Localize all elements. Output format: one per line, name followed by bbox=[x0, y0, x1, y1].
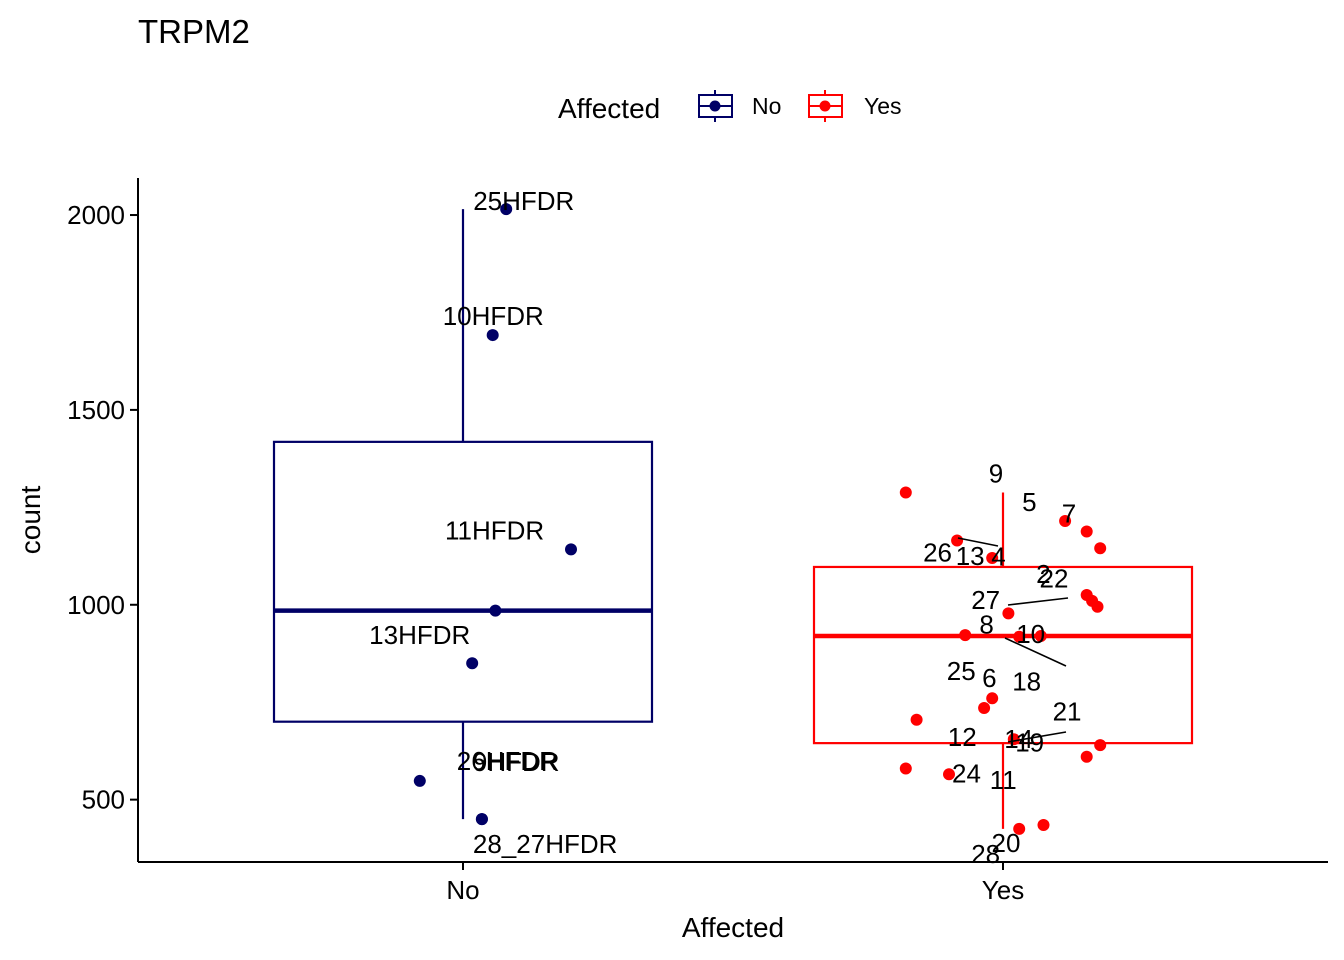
point-label: 21 bbox=[1053, 697, 1082, 727]
y-tick-label: 1500 bbox=[67, 395, 125, 425]
point-label: 11HFDR bbox=[445, 515, 544, 545]
data-point bbox=[1034, 629, 1047, 642]
label-leader-line bbox=[1007, 731, 1067, 743]
data-point bbox=[986, 552, 999, 564]
legend-title: Affected bbox=[558, 93, 660, 124]
y-tick-label: 500 bbox=[82, 785, 125, 815]
data-point bbox=[1013, 822, 1026, 835]
y-tick-label: 2000 bbox=[67, 200, 125, 230]
point-label: 26HFDR bbox=[457, 746, 558, 776]
legend-label: Yes bbox=[864, 93, 902, 119]
chart-title: TRPM2 bbox=[138, 13, 250, 50]
data-point bbox=[1080, 750, 1093, 763]
data-point bbox=[943, 768, 955, 781]
label-leader-line bbox=[1004, 637, 1067, 667]
point-label: 2 bbox=[1036, 559, 1050, 589]
box-iqr bbox=[272, 440, 654, 723]
label-leader-line bbox=[1007, 597, 1069, 606]
x-tick-label: Yes bbox=[982, 875, 1024, 905]
point-label: 10 bbox=[1016, 619, 1045, 649]
label-leader-line bbox=[957, 537, 999, 547]
data-point bbox=[500, 203, 513, 216]
point-label: 22 bbox=[1040, 564, 1069, 594]
data-point bbox=[1094, 739, 1107, 752]
point-label: 18 bbox=[1012, 667, 1041, 697]
point-label: 8 bbox=[979, 609, 993, 639]
data-point bbox=[899, 486, 912, 499]
data-point bbox=[978, 702, 991, 715]
point-label: 28_27HFDR bbox=[473, 829, 618, 859]
point-label: 25HFDR bbox=[473, 186, 574, 216]
point-label: 12 bbox=[948, 722, 977, 752]
data-point bbox=[951, 534, 964, 547]
point-label: 10HFDR bbox=[443, 301, 544, 331]
y-axis-title: count bbox=[15, 486, 46, 555]
data-point bbox=[1037, 818, 1050, 831]
legend: Affected No Yes bbox=[558, 90, 902, 124]
y-tick-label: 1000 bbox=[67, 590, 125, 620]
point-label: 4 bbox=[991, 541, 1005, 571]
point-label: 9 bbox=[989, 459, 1003, 489]
point-label: 24 bbox=[952, 758, 981, 788]
data-point bbox=[1086, 594, 1099, 607]
data-point bbox=[489, 604, 502, 617]
data-point bbox=[1059, 514, 1072, 527]
data-point bbox=[899, 762, 912, 775]
data-point bbox=[1094, 542, 1107, 555]
point-label: 28 bbox=[971, 839, 1000, 869]
point-label: 26 bbox=[923, 537, 952, 567]
data-point bbox=[986, 692, 999, 705]
point-label: 19 bbox=[1015, 727, 1044, 757]
data-point bbox=[486, 329, 499, 342]
point-label: 13HFDR bbox=[369, 620, 470, 650]
legend-label: No bbox=[752, 93, 781, 119]
data-point bbox=[475, 813, 488, 826]
point-label: 7 bbox=[1062, 498, 1076, 528]
point-label: 11 bbox=[990, 765, 1017, 795]
box-iqr bbox=[812, 565, 1194, 745]
data-point bbox=[959, 629, 972, 642]
legend-key-point bbox=[709, 100, 721, 112]
data-point bbox=[1080, 525, 1093, 538]
data-point bbox=[910, 713, 923, 726]
legend-key-point bbox=[819, 100, 831, 112]
point-label: 27 bbox=[971, 585, 1000, 615]
x-tick-label: No bbox=[446, 875, 479, 905]
data-point bbox=[413, 774, 426, 787]
data-point bbox=[1013, 630, 1026, 643]
point-label: 25 bbox=[947, 656, 976, 686]
data-point bbox=[466, 657, 479, 670]
point-label: 13 bbox=[956, 541, 985, 571]
axes: 500 1000 1500 2000 No Yes bbox=[67, 178, 1328, 905]
data-point bbox=[1002, 607, 1015, 620]
x-axis-title: Affected bbox=[682, 912, 784, 943]
point-label: 20 bbox=[992, 828, 1021, 858]
point-label: 6 bbox=[982, 663, 996, 693]
point-label: 9HFDR bbox=[473, 747, 560, 777]
point-label: 5 bbox=[1022, 487, 1036, 517]
data-point bbox=[565, 543, 577, 556]
